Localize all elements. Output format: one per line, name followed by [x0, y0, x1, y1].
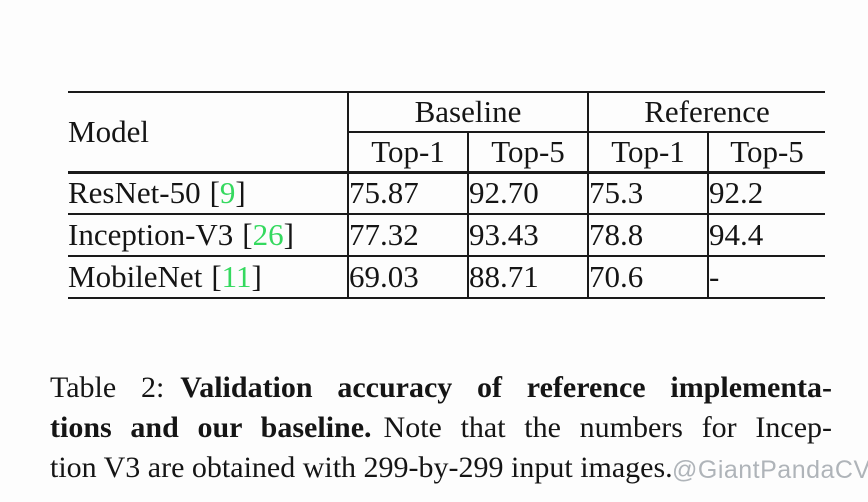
citation-bracket-open: [ — [242, 217, 253, 252]
caption-bold-text: tions and our baseline. — [50, 411, 372, 444]
model-name: MobileNet — [68, 259, 203, 294]
model-cell: MobileNet [11] — [68, 256, 348, 298]
citation-bracket-open: [ — [209, 175, 220, 211]
reference-top5-value: 94.4 — [707, 214, 825, 257]
baseline-top5-header: Top-5 — [467, 132, 588, 174]
reference-top5-value: 92.2 — [707, 172, 825, 215]
baseline-top1-value: 77.32 — [347, 214, 468, 257]
table-row-resnet50: ResNet-50 [9] 75.87 92.70 75.3 92.2 — [68, 172, 825, 215]
citation-bracket-close: ] — [283, 217, 294, 252]
reference-top5-value: - — [707, 256, 825, 298]
sub-header-row: Top-1 Top-5 Top-1 Top-5 — [68, 132, 825, 174]
citation-number: 26 — [252, 217, 284, 252]
group-header-row: Model Baseline Reference — [68, 92, 825, 174]
caption-label: Table 2: — [50, 371, 165, 404]
model-name: ResNet-50 — [68, 175, 201, 211]
table-caption: Table 2: Validation accuracy of reference… — [50, 368, 832, 488]
reference-top1-value: 70.6 — [587, 256, 708, 298]
caption-line-3: tion V3 are obtained with 299-by-299 inp… — [50, 448, 832, 488]
caption-line-1: Table 2: Validation accuracy of reference… — [50, 368, 832, 408]
citation-bracket-open: [ — [211, 259, 222, 294]
caption-note-text: Note that the numbers for Incep- — [383, 411, 833, 444]
citation-number: 9 — [219, 175, 236, 211]
citation-number: 11 — [221, 259, 252, 294]
reference-group-header: Reference — [587, 92, 825, 133]
reference-top1-value: 78.8 — [587, 214, 708, 257]
caption-bold-text: Validation accuracy of reference impleme… — [180, 371, 832, 404]
baseline-top5-value: 92.70 — [467, 172, 588, 215]
results-table: Model Baseline Reference Top-1 Top-5 Top… — [68, 91, 825, 299]
baseline-top5-value: 93.43 — [467, 214, 588, 257]
table-row-mobilenet: MobileNet [11] 69.03 88.71 70.6 - — [68, 256, 825, 298]
baseline-group-header: Baseline — [347, 92, 588, 133]
baseline-top1-header: Top-1 — [347, 132, 468, 174]
reference-top1-value: 75.3 — [587, 172, 708, 215]
caption-note-text: tion V3 are obtained with 299-by-299 inp… — [50, 451, 673, 484]
model-name: Inception-V3 — [68, 217, 234, 252]
caption-line-2: tions and our baseline. Note that the num… — [50, 408, 832, 448]
results-table-container: Model Baseline Reference Top-1 Top-5 Top… — [68, 91, 825, 299]
baseline-top5-value: 88.71 — [467, 256, 588, 298]
baseline-top1-value: 75.87 — [347, 172, 468, 215]
watermark-text: @GiantPandaCV — [672, 456, 868, 484]
baseline-top1-value: 69.03 — [347, 256, 468, 298]
reference-top5-header: Top-5 — [707, 132, 825, 174]
model-column-header: Model — [68, 92, 348, 174]
model-cell: Inception-V3 [26] — [68, 214, 348, 257]
reference-top1-header: Top-1 — [587, 132, 708, 174]
table-row-inceptionv3: Inception-V3 [26] 77.32 93.43 78.8 94.4 — [68, 214, 825, 257]
citation-bracket-close: ] — [235, 175, 246, 211]
model-cell: ResNet-50 [9] — [68, 172, 348, 215]
citation-bracket-close: ] — [251, 259, 262, 294]
